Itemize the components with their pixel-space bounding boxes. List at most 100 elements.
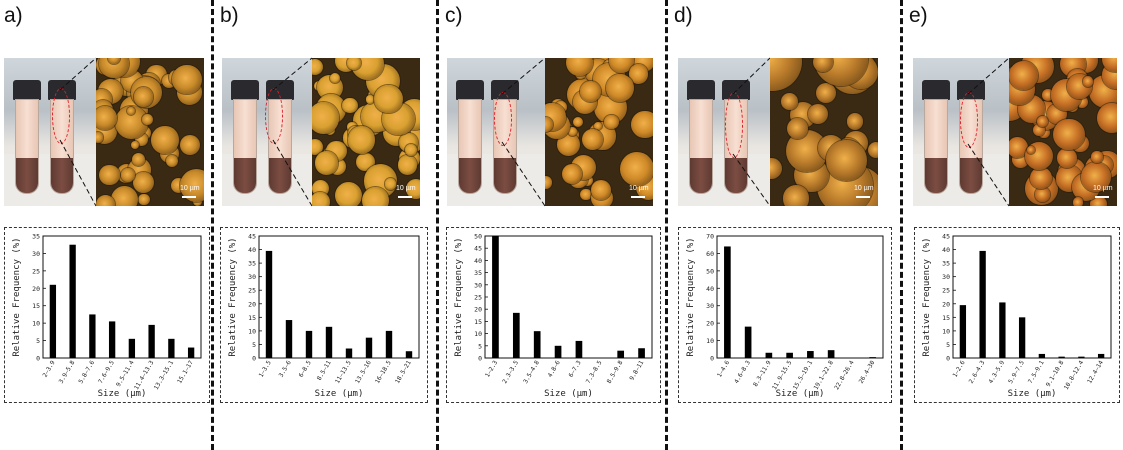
x-tick-label: 13.5–16 <box>354 359 373 385</box>
highlight-ellipse <box>265 88 283 144</box>
y-tick-label: 10 <box>248 327 256 335</box>
y-tick-label: 25 <box>942 287 950 295</box>
zoom-lines <box>501 57 546 207</box>
x-axis-label: Size (µm) <box>1008 389 1057 399</box>
x-tick-label: 1–2.3 <box>484 359 499 378</box>
histogram-chart: 0 5 10 15 20 25 30 35 40 45 50 1–2.3 2.3–3.5 3.5–4.8 4… <box>446 227 661 403</box>
y-tick-label: 45 <box>942 233 950 241</box>
scale-bar <box>398 196 412 198</box>
y-tick-label: 20 <box>32 285 40 293</box>
panel-1: a) 10 µm 0 5 10 15 20 25 30 35 2–3.9 3.9–5.8 5.8–7.6… <box>0 0 225 450</box>
histogram-chart: 0 5 10 15 20 25 30 35 2–3.9 3.9–5.8 5.8–7.6 7.6–9.5… <box>4 227 210 403</box>
y-tick-label: 60 <box>706 250 714 258</box>
x-axis-label: Size (µm) <box>98 389 147 399</box>
y-tick-label: 0 <box>946 355 950 363</box>
x-tick-label: 4.3–5.9 <box>987 359 1006 385</box>
x-tick-label: 1–2.6 <box>952 359 967 378</box>
y-tick-label: 5 <box>252 341 256 349</box>
histogram-bar <box>69 244 76 358</box>
x-tick-label: 5.9–7.5 <box>1007 359 1026 385</box>
y-tick-label: 25 <box>474 294 482 302</box>
vials-photo <box>447 58 547 206</box>
histogram-svg: 0 10 20 30 40 50 60 70 1–4.6 4.6–8.3 8.3–11.911.9–… <box>686 233 884 399</box>
y-tick-label: 70 <box>706 233 714 241</box>
x-tick-label: 2.6–4.3 <box>968 359 987 385</box>
vial <box>922 80 950 196</box>
y-tick-label: 30 <box>32 250 40 258</box>
vial <box>231 80 259 196</box>
y-tick-label: 15 <box>248 314 256 322</box>
histogram-bar <box>807 351 814 358</box>
x-tick-label: 5.8–7.6 <box>77 359 96 385</box>
x-tick-label: 3.9–5.8 <box>58 359 77 385</box>
y-axis-label: Relative Frequency (%) <box>12 237 22 356</box>
histogram-svg: 0 5 10 15 20 25 30 35 40 45 1–2.6 2.6–4.3 4.3–5.9 5.9… <box>922 233 1112 399</box>
histogram-bar <box>959 305 967 358</box>
histogram-bar <box>533 331 541 358</box>
x-tick-label: 9.8–11 <box>628 359 645 382</box>
x-tick-label: 3.5–4.8 <box>522 359 541 385</box>
y-tick-label: 35 <box>474 269 482 277</box>
panel-2: b) 10 µm 0 5 10 15 20 25 30 35 40 45 1–3.5 3.5–6 6–8.5… <box>216 0 441 450</box>
y-tick-label: 10 <box>706 337 714 345</box>
x-tick-label: 16–18.5 <box>374 359 393 385</box>
y-tick-label: 40 <box>248 246 256 254</box>
x-tick-label: 11–13.5 <box>334 359 353 385</box>
y-tick-label: 0 <box>710 355 714 363</box>
histogram-bar <box>638 348 645 358</box>
micrograph: 10 µm <box>770 58 878 206</box>
histogram-bar <box>492 236 499 358</box>
y-tick-label: 30 <box>942 273 950 281</box>
x-tick-label: 9.5–11.4 <box>115 359 136 388</box>
x-tick-label: 6–7.3 <box>568 359 583 378</box>
histogram-bar <box>869 357 876 358</box>
scale-bar <box>631 196 645 198</box>
x-tick-label: 15.5–19.1 <box>792 359 815 391</box>
x-tick-label: 7.6–9.5 <box>97 359 116 385</box>
y-tick-label: 20 <box>942 300 950 308</box>
zoom-lines <box>59 57 97 207</box>
y-tick-label: 40 <box>474 257 482 265</box>
x-tick-label: 1–4.6 <box>716 359 731 378</box>
x-tick-label: 12.4–14 <box>1086 359 1105 385</box>
histogram-bar <box>168 338 175 358</box>
x-tick-label: 13.3–15.1 <box>153 359 176 391</box>
vial <box>13 80 41 196</box>
x-axis-label: Size (µm) <box>315 389 364 399</box>
histogram-bar <box>1058 356 1065 358</box>
histogram-bar <box>827 350 835 358</box>
micrograph: 10 µm <box>96 58 204 206</box>
x-tick-label: 4.8–6 <box>547 359 562 378</box>
x-tick-label: 9.1–10.8 <box>1045 359 1066 388</box>
y-tick-label: 30 <box>248 273 256 281</box>
y-tick-label: 10 <box>474 330 482 338</box>
x-tick-label: 8.5–11 <box>316 359 333 382</box>
y-axis-label: Relative Frequency (%) <box>922 237 932 356</box>
micrograph: 10 µm <box>545 58 653 206</box>
panel-divider-1 <box>211 0 214 450</box>
y-tick-label: 20 <box>706 320 714 328</box>
histogram-bar <box>385 330 393 358</box>
x-tick-label: 4.6–8.3 <box>733 359 752 385</box>
y-tick-label: 10 <box>32 320 40 328</box>
scale-label: 10 µm <box>396 185 416 192</box>
zoom-lines <box>732 57 771 207</box>
y-tick-label: 15 <box>474 318 482 326</box>
panel-label: a) <box>4 4 23 27</box>
histogram-bar <box>979 250 986 358</box>
vial <box>687 80 715 196</box>
y-tick-label: 0 <box>36 355 40 363</box>
y-tick-label: 0 <box>252 355 256 363</box>
x-tick-label: 1–3.5 <box>258 359 273 378</box>
panel-3: c) 10 µm 0 5 10 15 20 25 30 35 40 45 50 1–2.3 2.3–3.5 3… <box>441 0 666 450</box>
histogram-bar <box>49 284 57 358</box>
highlight-ellipse <box>494 92 512 146</box>
y-tick-label: 40 <box>706 285 714 293</box>
scale-label: 10 µm <box>180 185 200 192</box>
y-tick-label: 45 <box>474 245 482 253</box>
x-tick-label: 8.3–11.9 <box>752 359 773 388</box>
histogram-bar <box>285 320 293 358</box>
x-tick-label: 7.5–9.1 <box>1027 359 1046 385</box>
histogram-bar <box>575 340 583 358</box>
histogram-bar <box>108 321 116 358</box>
